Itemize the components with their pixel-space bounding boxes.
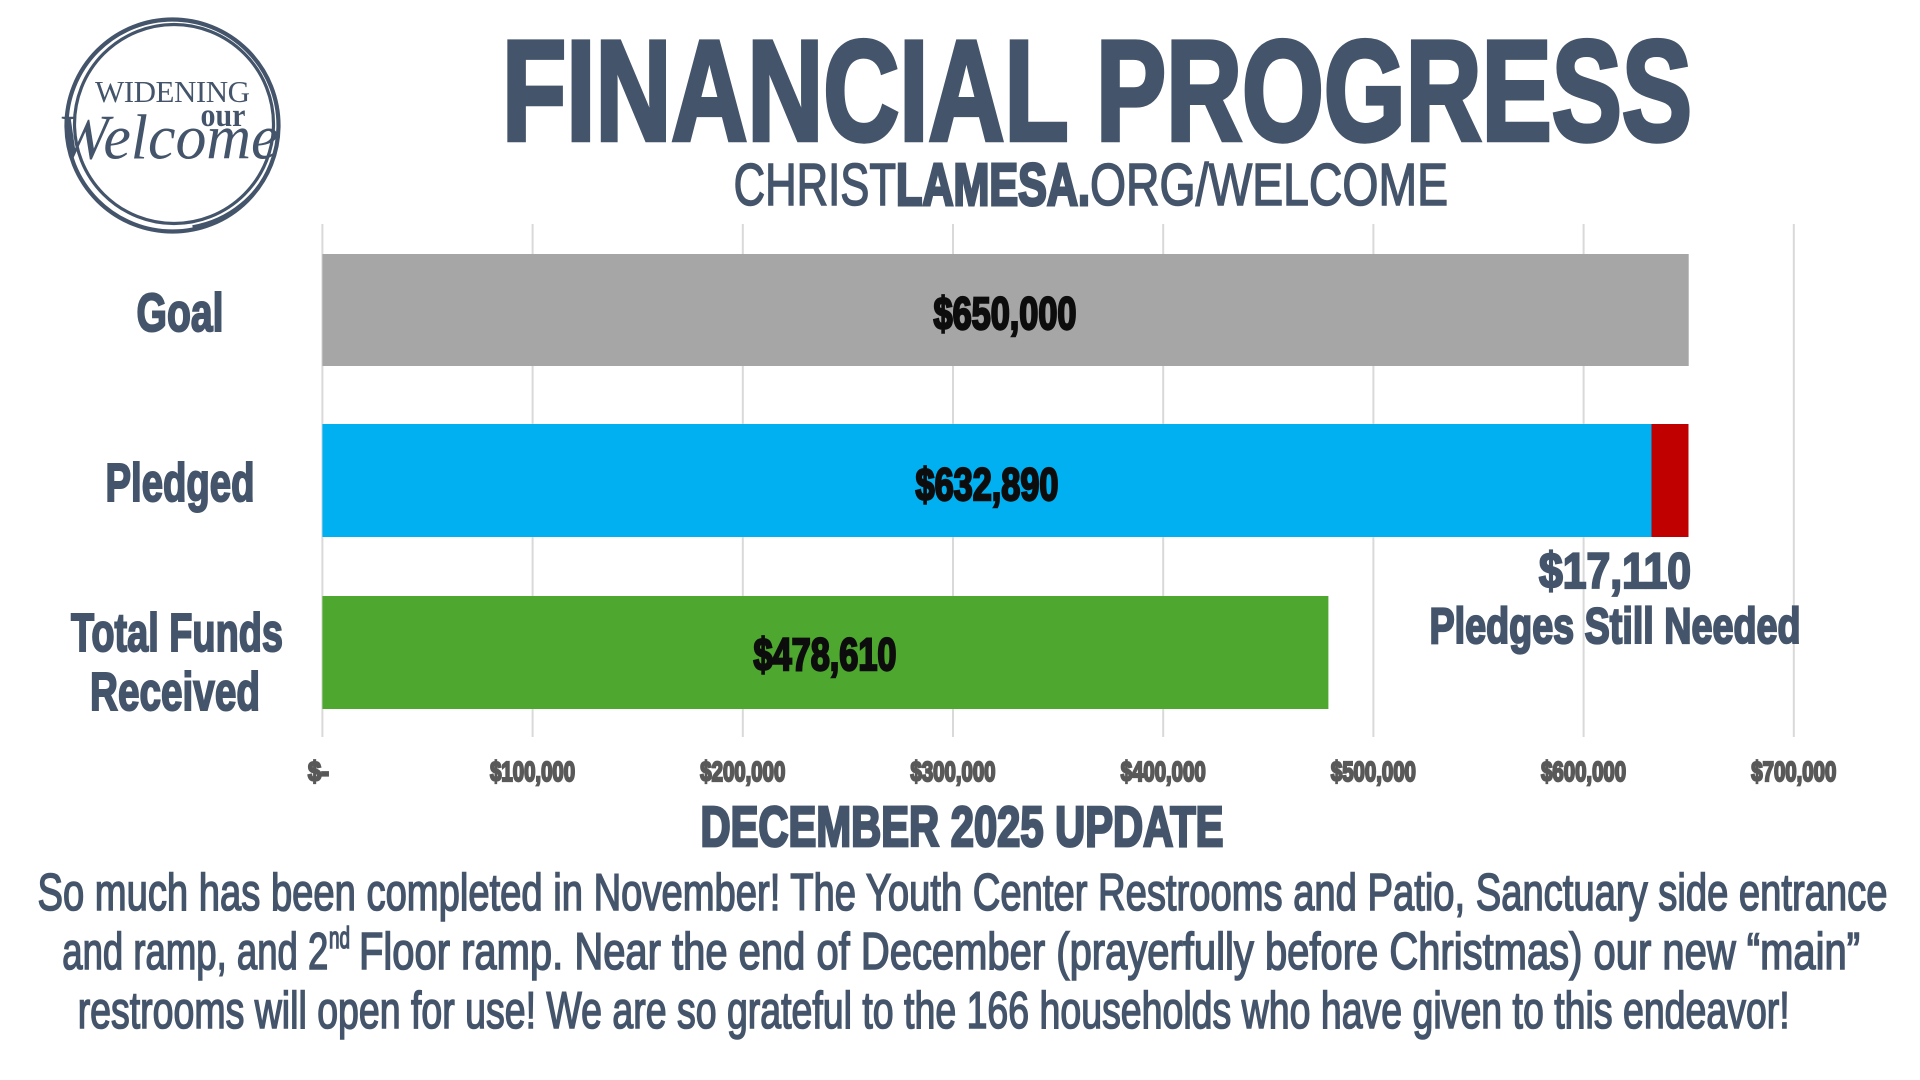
svg-text:restrooms will open for use! W: restrooms will open for use! We are so g… (78, 982, 1790, 1040)
svg-text:$500,000: $500,000 (1331, 756, 1416, 787)
svg-text:nd: nd (329, 920, 350, 955)
svg-text:Received: Received (90, 662, 260, 722)
svg-text:CHRIST: CHRIST (734, 152, 896, 218)
svg-text:Total Funds: Total Funds (71, 603, 283, 663)
svg-text:$632,890: $632,890 (916, 459, 1059, 510)
svg-text:Goal: Goal (137, 283, 224, 343)
svg-text:Floor ramp. Near the end of De: Floor ramp. Near the end of December (pr… (359, 923, 1860, 981)
svg-text:$200,000: $200,000 (700, 756, 785, 787)
svg-text:$650,000: $650,000 (934, 288, 1077, 339)
svg-text:ORG/WELCOME: ORG/WELCOME (1090, 152, 1448, 218)
svg-text:So much has been completed in: So much has been completed in November! … (38, 864, 1888, 922)
svg-text:$300,000: $300,000 (911, 756, 996, 787)
svg-text:and ramp, and 2: and ramp, and 2 (62, 923, 328, 981)
svg-text:DECEMBER 2025 UPDATE: DECEMBER 2025 UPDATE (701, 795, 1224, 859)
svg-text:WIDENING: WIDENING (95, 74, 250, 109)
svg-text:$600,000: $600,000 (1541, 756, 1626, 787)
svg-text:$400,000: $400,000 (1121, 756, 1206, 787)
svg-text:$478,610: $478,610 (754, 629, 897, 680)
svg-text:$17,110: $17,110 (1539, 543, 1691, 599)
svg-text:$-: $- (308, 756, 329, 787)
svg-text:FINANCIAL PROGRESS: FINANCIAL PROGRESS (502, 12, 1692, 171)
svg-text:$100,000: $100,000 (490, 756, 575, 787)
svg-text:Pledges Still Needed: Pledges Still Needed (1430, 598, 1801, 654)
svg-text:LAMESA.: LAMESA. (896, 152, 1090, 218)
svg-text:Welcome: Welcome (58, 102, 279, 173)
svg-text:$700,000: $700,000 (1751, 756, 1836, 787)
svg-text:our: our (201, 98, 246, 134)
svg-text:Pledged: Pledged (106, 453, 255, 513)
